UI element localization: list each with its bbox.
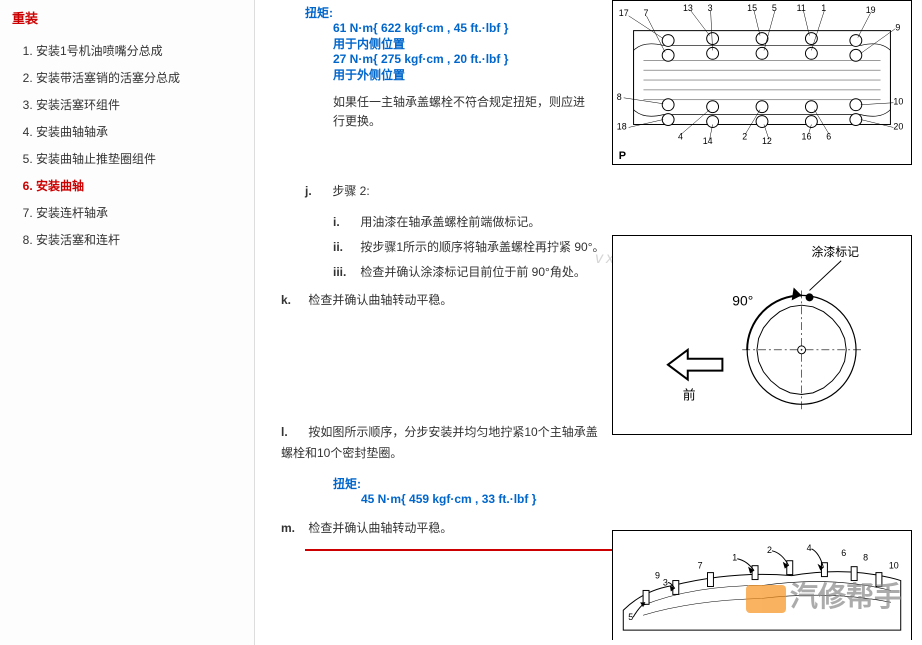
svg-text:20: 20 [893,121,903,131]
replace-note: 如果任一主轴承盖螺栓不符合规定扭矩，则应进行更换。 [333,93,593,131]
svg-text:19: 19 [866,5,876,15]
substep-i-text: 用油漆在轴承盖螺栓前端做标记。 [360,215,540,229]
svg-text:10: 10 [893,97,903,107]
svg-text:1: 1 [732,553,737,563]
svg-text:1: 1 [821,3,826,13]
svg-text:9: 9 [895,23,900,33]
svg-text:16: 16 [802,131,812,141]
sidebar-item-2[interactable]: 安装带活塞销的活塞分总成 [36,64,242,91]
substep-ii: ii. 按步骤1所示的顺序将轴承盖螺栓再拧紧 90°。 [305,238,625,255]
svg-text:11: 11 [797,3,806,13]
substep-iii-label: iii. [333,265,357,279]
torque-label-2: 扭矩: [305,475,902,492]
step-l: l. 按如图所示顺序，分步安装并均匀地拧紧10个主轴承盖螺栓和10个密封垫圈。 [281,422,601,465]
watermark-logo-icon [746,585,786,613]
sidebar-item-5[interactable]: 安装曲轴止推垫圈组件 [36,145,242,172]
svg-text:18: 18 [617,121,627,131]
sidebar-item-6[interactable]: 安装曲轴 [36,172,242,199]
sidebar-item-1[interactable]: 安装1号机油喷嘴分总成 [36,37,242,64]
step-m-text: 检查并确认曲轴转动平稳。 [308,521,452,535]
angle-label: 90° [732,292,753,308]
step-j-text: 步骤 2: [332,184,369,198]
substep-iii-text: 检查并确认涂漆标记目前位于前 90°角处。 [360,265,585,279]
sidebar-item-7[interactable]: 安装连杆轴承 [36,199,242,226]
front-label: 前 [683,387,696,402]
svg-text:5: 5 [772,3,777,13]
svg-text:12: 12 [762,136,772,146]
svg-text:15: 15 [747,3,757,13]
svg-text:3: 3 [663,578,668,588]
content-area: 扭矩: 61 N·m{ 622 kgf·cm , 45 ft.·lbf } 用于… [255,0,922,645]
svg-text:7: 7 [698,561,703,571]
step-j-label: j. [305,181,329,203]
svg-text:14: 14 [703,136,713,146]
svg-text:17: 17 [619,8,629,18]
substep-iii: iii. 检查并确认涂漆标记目前位于前 90°角处。 [305,263,625,280]
substep-ii-label: ii. [333,240,357,254]
step-j: j. 步骤 2: [305,181,902,203]
svg-text:6: 6 [826,131,831,141]
step-l-text: 按如图所示顺序，分步安装并均匀地拧紧10个主轴承盖螺栓和10个密封垫圈。 [281,425,598,461]
step-l-label: l. [281,422,305,444]
sidebar-title: 重装 [12,8,242,27]
svg-text:3: 3 [708,3,713,13]
svg-text:10: 10 [889,561,899,571]
sidebar-item-3[interactable]: 安装活塞环组件 [36,91,242,118]
svg-text:2: 2 [742,131,747,141]
svg-text:5: 5 [628,612,633,622]
torque-value-3: 45 N·m{ 459 kgf·cm , 33 ft.·lbf } [305,492,902,506]
svg-text:8: 8 [617,92,622,102]
step-m-label: m. [281,518,305,540]
substep-ii-text: 按步骤1所示的顺序将轴承盖螺栓再拧紧 90°。 [360,240,604,254]
svg-text:7: 7 [643,8,648,18]
watermark: 汽修帮手 [746,575,902,615]
svg-text:4: 4 [807,543,812,553]
svg-text:8: 8 [863,553,868,563]
sidebar-item-8[interactable]: 安装活塞和连杆 [36,226,242,253]
svg-text:6: 6 [841,548,846,558]
svg-text:4: 4 [678,131,683,141]
figure-engine-block: 17 7 13 3 15 5 11 1 19 9 8 18 4 14 2 12 [612,0,912,165]
watermark-text: 汽修帮手 [790,581,902,612]
step-k-text: 检查并确认曲轴转动平稳。 [308,293,452,307]
sidebar: 重装 安装1号机油喷嘴分总成 安装带活塞销的活塞分总成 安装活塞环组件 安装曲轴… [0,0,255,645]
substep-i: i. 用油漆在轴承盖螺栓前端做标记。 [305,213,625,230]
svg-text:2: 2 [767,545,772,555]
paint-mark-label: 涂漆标记 [812,245,860,259]
svg-text:9: 9 [655,571,660,581]
sidebar-item-4[interactable]: 安装曲轴轴承 [36,118,242,145]
svg-text:P: P [619,150,626,162]
step-k-label: k. [281,290,305,312]
sidebar-list: 安装1号机油喷嘴分总成 安装带活塞销的活塞分总成 安装活塞环组件 安装曲轴轴承 … [12,37,242,253]
substep-i-label: i. [333,215,357,229]
figure-rotation: 涂漆标记 90° 前 [612,235,912,435]
